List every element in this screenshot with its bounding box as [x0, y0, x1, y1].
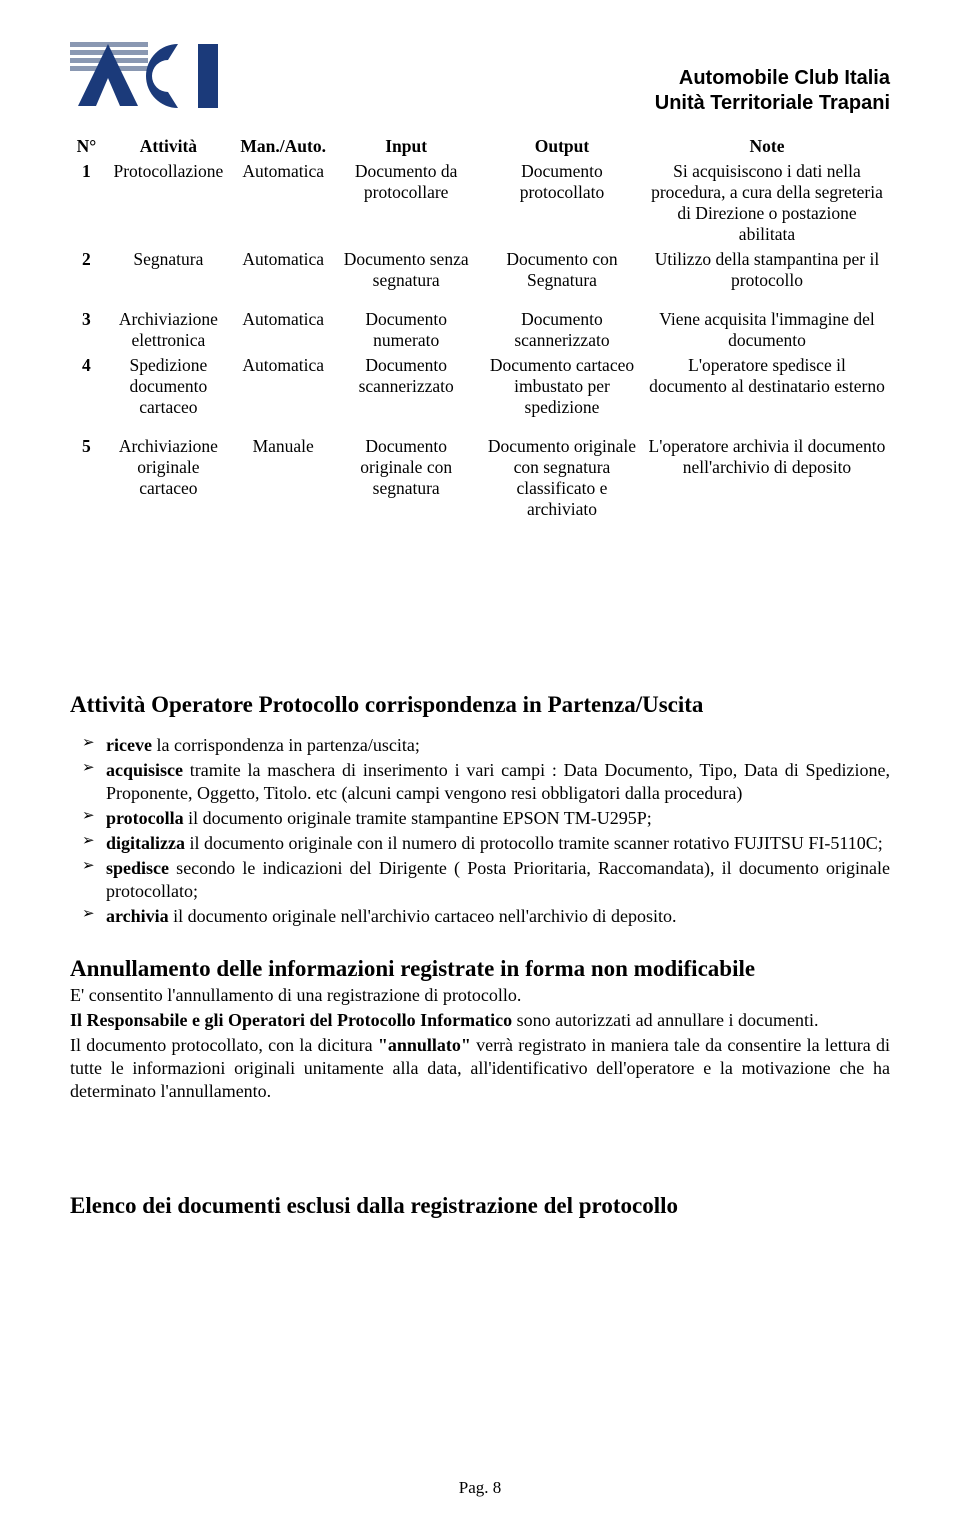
section2-p2-bold: Il Responsabile e gli Operatori del Prot… — [70, 1010, 512, 1030]
th-n: N° — [70, 134, 103, 159]
table-cell-input: Documento scannerizzato — [332, 353, 480, 420]
table-cell-man_auto: Manuale — [234, 434, 332, 522]
bullet-rest: il documento originale tramite stampanti… — [184, 808, 652, 828]
section2-title: Annullamento delle informazioni registra… — [70, 956, 890, 982]
table-cell-output: Documento originale con segnatura classi… — [480, 434, 644, 522]
list-item: protocolla il documento originale tramit… — [70, 807, 890, 830]
table-cell-man_auto: Automatica — [234, 353, 332, 420]
org-block: Automobile Club Italia Unità Territorial… — [655, 66, 890, 116]
bullet-prefix: acquisisce — [106, 760, 183, 780]
table-spacer — [70, 420, 890, 434]
table-cell-output: Documento cartaceo imbustato per spedizi… — [480, 353, 644, 420]
list-item: riceve la corrispondenza in partenza/usc… — [70, 734, 890, 757]
table-cell-n: 3 — [70, 307, 103, 353]
table-header-row: N° Attività Man./Auto. Input Output Note — [70, 134, 890, 159]
activity-table: N° Attività Man./Auto. Input Output Note… — [70, 134, 890, 522]
table-row: 3Archiviazione elettronicaAutomaticaDocu… — [70, 307, 890, 353]
table-row: 5Archiviazione originale cartaceoManuale… — [70, 434, 890, 522]
table-cell-note: Viene acquisita l'immagine del documento — [644, 307, 890, 353]
section1-title: Attività Operatore Protocollo corrispond… — [70, 692, 890, 718]
page-footer: Pag. 8 — [0, 1478, 960, 1498]
section2-p3-bold: "annullato" — [378, 1035, 471, 1055]
th-input: Input — [332, 134, 480, 159]
table-cell-n: 2 — [70, 247, 103, 293]
table-cell-input: Documento numerato — [332, 307, 480, 353]
table-cell-man_auto: Automatica — [234, 159, 332, 247]
spacer2 — [70, 1133, 890, 1193]
table-cell-n: 4 — [70, 353, 103, 420]
table-cell-input: Documento da protocollare — [332, 159, 480, 247]
spacer — [70, 522, 890, 692]
table-cell-output: Documento con Segnatura — [480, 247, 644, 293]
list-item: acquisisce tramite la maschera di inseri… — [70, 759, 890, 805]
table-cell-attivita: Protocollazione — [103, 159, 234, 247]
table-cell-n: 5 — [70, 434, 103, 522]
section2-p1: E' consentito l'annullamento di una regi… — [70, 984, 890, 1007]
table-row: 1ProtocollazioneAutomaticaDocumento da p… — [70, 159, 890, 247]
bullet-rest: secondo le indicazioni del Dirigente ( P… — [106, 858, 890, 901]
table-cell-attivita: Archiviazione elettronica — [103, 307, 234, 353]
section2-p2: Il Responsabile e gli Operatori del Prot… — [70, 1009, 890, 1032]
th-man-auto: Man./Auto. — [234, 134, 332, 159]
bullet-prefix: spedisce — [106, 858, 169, 878]
bullet-prefix: digitalizza — [106, 833, 185, 853]
section3-title: Elenco dei documenti esclusi dalla regis… — [70, 1193, 890, 1219]
section2-p3-a: Il documento protocollato, con la dicitu… — [70, 1035, 378, 1055]
table-cell-input: Documento originale con segnatura — [332, 434, 480, 522]
table-cell-note: Utilizzo della stampantina per il protoc… — [644, 247, 890, 293]
table-cell-n: 1 — [70, 159, 103, 247]
org-line2: Unità Territoriale Trapani — [655, 91, 890, 116]
table-cell-man_auto: Automatica — [234, 247, 332, 293]
bullet-prefix: protocolla — [106, 808, 184, 828]
table-spacer — [70, 293, 890, 307]
bullet-rest: tramite la maschera di inserimento i var… — [106, 760, 890, 803]
table-row: 4Spedizione documento cartaceoAutomatica… — [70, 353, 890, 420]
bullet-prefix: archivia — [106, 906, 169, 926]
list-item: spedisce secondo le indicazioni del Diri… — [70, 857, 890, 903]
th-attivita: Attività — [103, 134, 234, 159]
page-header: Automobile Club Italia Unità Territorial… — [70, 36, 890, 116]
table-cell-man_auto: Automatica — [234, 307, 332, 353]
table-cell-note: L'operatore spedisce il documento al des… — [644, 353, 890, 420]
table-cell-input: Documento senza segnatura — [332, 247, 480, 293]
table-cell-attivita: Archiviazione originale cartaceo — [103, 434, 234, 522]
table-row: 2SegnaturaAutomaticaDocumento senza segn… — [70, 247, 890, 293]
table-cell-output: Documento scannerizzato — [480, 307, 644, 353]
org-line1: Automobile Club Italia — [655, 66, 890, 91]
bullet-rest: il documento originale nell'archivio car… — [169, 906, 677, 926]
list-item: digitalizza il documento originale con i… — [70, 832, 890, 855]
table-cell-note: Si acquisiscono i dati nella procedura, … — [644, 159, 890, 247]
th-output: Output — [480, 134, 644, 159]
th-note: Note — [644, 134, 890, 159]
bullet-rest: il documento originale con il numero di … — [185, 833, 883, 853]
table-cell-attivita: Spedizione documento cartaceo — [103, 353, 234, 420]
section2-p3: Il documento protocollato, con la dicitu… — [70, 1034, 890, 1103]
section2-p2-rest: sono autorizzati ad annullare i document… — [512, 1010, 818, 1030]
table-cell-note: L'operatore archivia il documento nell'a… — [644, 434, 890, 522]
aci-logo — [70, 36, 220, 116]
bullet-rest: la corrispondenza in partenza/uscita; — [152, 735, 420, 755]
table-cell-output: Documento protocollato — [480, 159, 644, 247]
table-cell-attivita: Segnatura — [103, 247, 234, 293]
bullet-list: riceve la corrispondenza in partenza/usc… — [70, 734, 890, 928]
list-item: archivia il documento originale nell'arc… — [70, 905, 890, 928]
bullet-prefix: riceve — [106, 735, 152, 755]
section2: Annullamento delle informazioni registra… — [70, 956, 890, 1103]
